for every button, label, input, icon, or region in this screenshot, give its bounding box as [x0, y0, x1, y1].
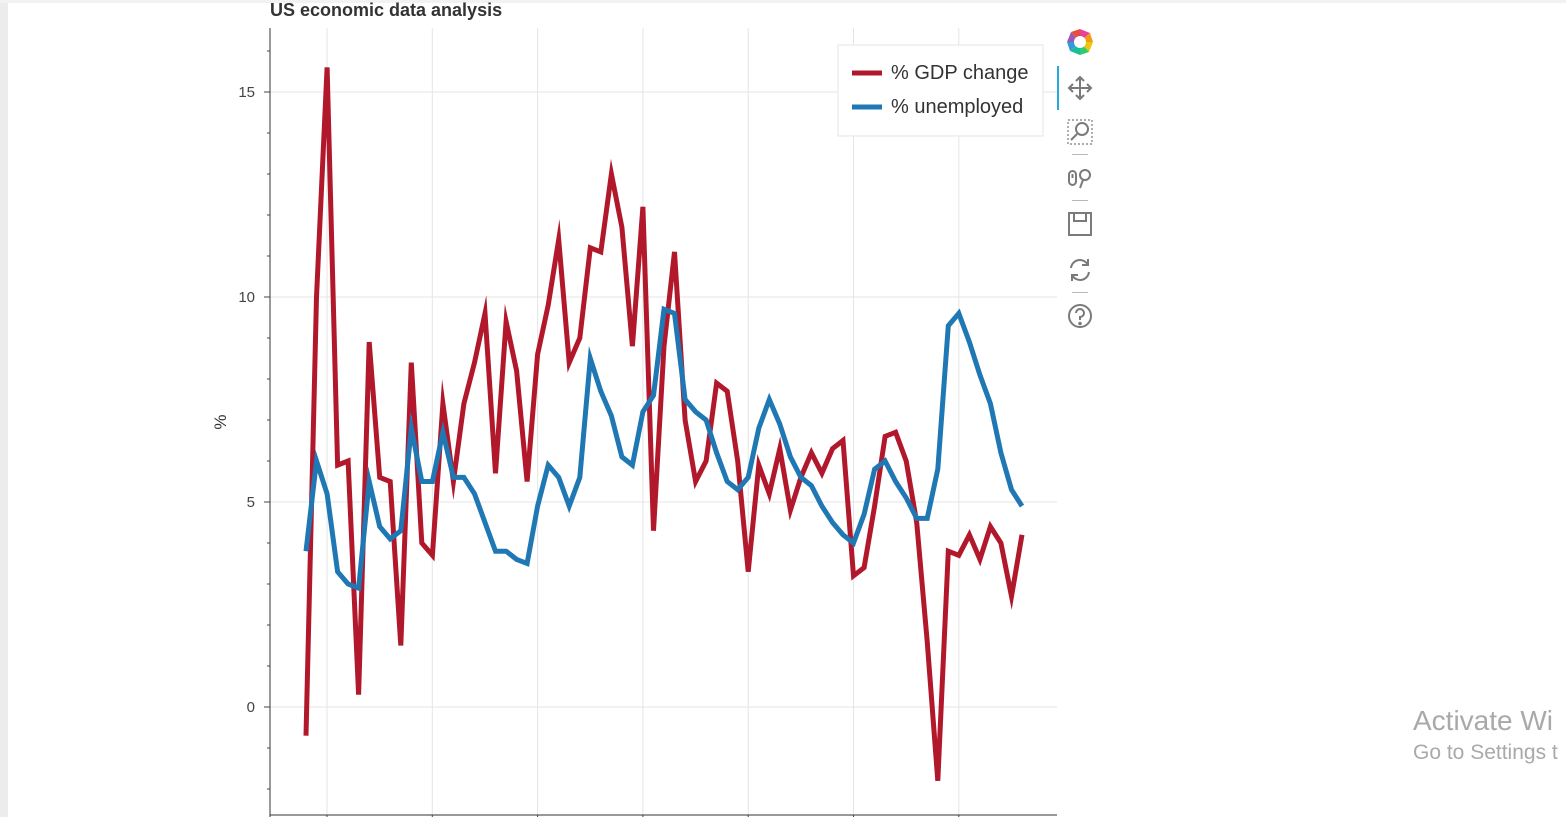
- reset-icon[interactable]: [1066, 256, 1094, 284]
- legend-label-unemployed[interactable]: % unemployed: [891, 96, 1023, 118]
- y-ticks: 0 5 10 15: [238, 50, 270, 790]
- legend[interactable]: % GDP change % unemployed: [837, 44, 1044, 137]
- toolbar-divider: [1072, 292, 1088, 293]
- bokeh-logo-icon[interactable]: [1066, 28, 1094, 56]
- windows-activation-watermark: Activate Wi Go to Settings t: [1413, 704, 1558, 768]
- y-tick-label: 15: [238, 84, 255, 101]
- axes: [269, 28, 1057, 817]
- watermark-line-2: Go to Settings t: [1413, 741, 1558, 764]
- legend-box: [837, 44, 1044, 137]
- window-top-edge: [0, 0, 1566, 3]
- toolbar-divider: [1072, 200, 1088, 201]
- window-left-edge: [0, 0, 8, 817]
- watermark-line-1: Activate Wi: [1413, 705, 1554, 736]
- plot-area[interactable]: [270, 28, 1057, 817]
- box-zoom-icon[interactable]: [1066, 118, 1094, 146]
- active-tool-indicator: [1057, 66, 1059, 110]
- help-icon[interactable]: [1066, 302, 1094, 330]
- y-tick-label: 0: [247, 699, 255, 716]
- y-tick-label: 10: [238, 289, 255, 306]
- y-axis-label: %: [211, 414, 230, 429]
- toolbar-divider: [1072, 154, 1088, 155]
- series-line-unemployed: [303, 305, 1025, 592]
- save-icon[interactable]: [1066, 210, 1094, 238]
- legend-label-gdp[interactable]: % GDP change: [891, 62, 1029, 84]
- chart-title: US economic data analysis: [270, 0, 502, 20]
- series-lines: [303, 67, 1025, 781]
- chart-toolbar: [1057, 22, 1100, 342]
- wheel-zoom-icon[interactable]: [1066, 164, 1094, 192]
- pan-icon[interactable]: [1066, 74, 1094, 102]
- series-line-gdp-change: [303, 67, 1025, 781]
- y-tick-label: 5: [247, 494, 255, 511]
